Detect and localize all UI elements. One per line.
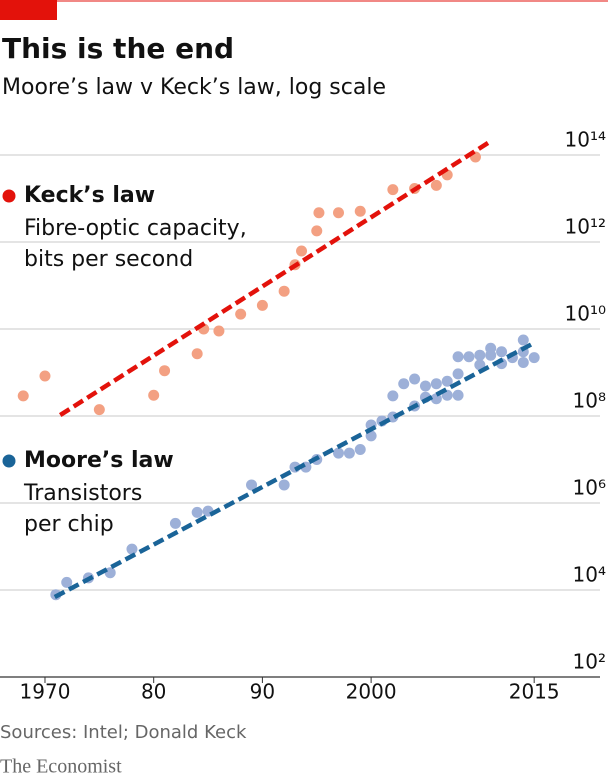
- data-point: [61, 576, 73, 588]
- data-point: [126, 543, 138, 555]
- data-point: [93, 404, 105, 416]
- data-point: [296, 245, 308, 257]
- data-point: [343, 447, 355, 459]
- data-point: [256, 299, 268, 311]
- data-point: [246, 479, 258, 491]
- data-point: [474, 359, 486, 371]
- data-point: [235, 308, 247, 320]
- data-point: [528, 352, 540, 364]
- data-point: [17, 390, 29, 402]
- data-point: [419, 380, 431, 392]
- data-point: [311, 225, 323, 237]
- data-point: [332, 207, 344, 219]
- y-tick-label: 10¹⁴: [565, 128, 606, 152]
- data-point: [213, 325, 225, 337]
- data-point: [463, 351, 475, 363]
- data-point: [313, 207, 325, 219]
- y-tick-label: 10⁶: [573, 476, 606, 500]
- x-tick-label: 90: [250, 680, 275, 704]
- data-point: [409, 373, 421, 385]
- legend-description: Fibre-optic capacity,: [24, 216, 247, 241]
- data-point: [278, 479, 290, 491]
- y-tick-label: 10⁸: [573, 389, 606, 413]
- data-point: [354, 205, 366, 217]
- data-point: [332, 447, 344, 459]
- data-point: [430, 179, 442, 191]
- legend-description: per chip: [24, 512, 114, 537]
- data-point: [159, 365, 171, 377]
- data-point: [441, 375, 453, 387]
- data-point: [191, 348, 203, 360]
- x-tick-label: 80: [141, 680, 166, 704]
- legend-label: Keck’s law: [24, 183, 155, 208]
- data-point: [398, 378, 410, 390]
- data-point: [148, 389, 160, 401]
- data-point: [39, 370, 51, 382]
- brand-bar: [0, 0, 57, 20]
- x-tick-label: 2015: [509, 680, 560, 704]
- data-point: [278, 285, 290, 297]
- data-point: [354, 443, 366, 455]
- trend-line: [53, 340, 536, 599]
- data-point: [104, 567, 116, 579]
- data-point: [169, 517, 181, 529]
- data-point: [387, 390, 399, 402]
- y-tick-label: 10¹⁰: [565, 302, 606, 326]
- data-point: [496, 346, 508, 358]
- legend-description: bits per second: [24, 247, 193, 272]
- legend-marker: [2, 189, 16, 203]
- legend-marker: [2, 454, 16, 468]
- trend-line: [58, 140, 491, 417]
- footer: The Economist: [0, 756, 122, 778]
- data-point: [430, 393, 442, 405]
- data-point: [517, 356, 529, 368]
- x-tick-label: 1970: [20, 680, 71, 704]
- data-point: [485, 342, 497, 354]
- data-point: [191, 506, 203, 518]
- legend-label: Moore’s law: [24, 448, 174, 473]
- data-point: [387, 184, 399, 196]
- chart-subtitle: Moore’s law v Keck’s law, log scale: [2, 75, 386, 100]
- chart-title: This is the end: [2, 32, 234, 65]
- source: Sources: Intel; Donald Keck: [0, 722, 247, 743]
- y-tick-label: 10⁴: [573, 563, 606, 587]
- y-tick-label: 10²: [573, 650, 606, 674]
- x-tick-label: 2000: [346, 680, 397, 704]
- data-point: [430, 378, 442, 390]
- data-point: [452, 368, 464, 380]
- data-point: [474, 349, 486, 361]
- data-point: [452, 351, 464, 363]
- y-tick-label: 10¹²: [565, 215, 606, 239]
- data-point: [517, 334, 529, 346]
- data-point: [452, 389, 464, 401]
- legend-description: Transistors: [23, 481, 142, 506]
